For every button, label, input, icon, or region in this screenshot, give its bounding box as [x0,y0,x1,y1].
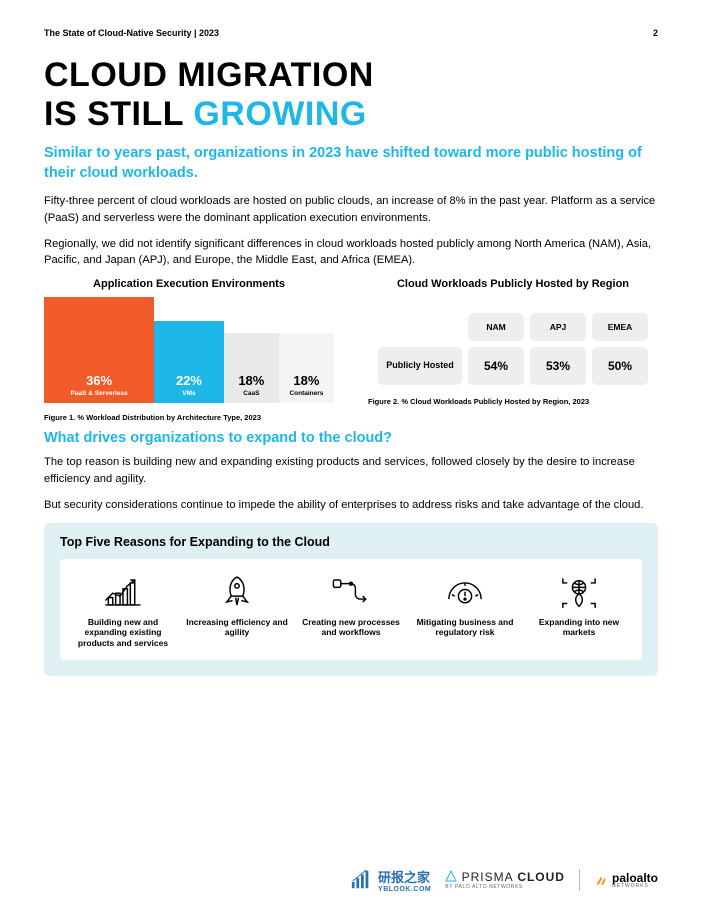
region-value-chip: 54% [468,347,524,385]
ybook-bars-icon [350,869,372,891]
section-2-heading: What drives organizations to expand to t… [44,430,658,446]
bar-label: PaaS & Serverless [71,390,128,397]
bar-pct: 22% [176,373,202,388]
paloalto-logo: paloalto NETWORKS [594,872,658,889]
reasons-panel: Top Five Reasons for Expanding to the Cl… [44,523,658,676]
bar-pct: 18% [238,373,264,388]
region-header-chip: NAM [468,313,524,341]
reason-item: Increasing efficiency and agility [180,569,294,648]
paragraph-3: The top reason is building new and expan… [44,454,658,486]
chart-1-bar: 22% VMs [154,321,224,404]
reason-icon [184,569,290,613]
title-line2a: IS STILL [44,95,193,133]
footer-divider [579,869,580,891]
bar-label: Containers [289,390,323,397]
bar-label: CaaS [243,390,259,397]
reasons-title: Top Five Reasons for Expanding to the Cl… [60,535,642,549]
reason-icon [298,569,404,613]
title-accent-word: GROWING [193,95,366,133]
chart-1-caption: Figure 1. % Workload Distribution by Arc… [44,413,334,422]
reasons-row: Building new and expanding existing prod… [60,559,642,660]
reason-label: Creating new processes and workflows [298,617,404,637]
chart-1-bar: 18% Containers [279,333,334,403]
bar-pct: 36% [86,373,112,388]
running-header: The State of Cloud-Native Security | 202… [44,28,658,38]
chart-1-bar: 18% CaaS [224,333,279,403]
header-left: The State of Cloud-Native Security | 202… [44,28,219,38]
prisma-text: PRISMA CLOUD [462,870,565,884]
region-value-chip: 50% [592,347,648,385]
reason-item: Creating new processes and workflows [294,569,408,648]
paragraph-2: Regionally, we did not identify signific… [44,236,658,268]
ybook-logo: 研报之家 YBLOOK.COM [350,867,431,893]
charts-row: Application Execution Environments 36% Pa… [44,278,658,422]
reason-label: Building new and expanding existing prod… [70,617,176,648]
prisma-subtext: BY PALO ALTO NETWORKS [445,885,523,890]
chart-1: Application Execution Environments 36% Pa… [44,278,334,422]
chart-1-bars: 36% PaaS & Serverless 22% VMs 18% CaaS 18% Cont… [44,297,334,403]
reason-icon [526,569,632,613]
reason-item: Expanding into new markets [522,569,636,648]
prisma-logo: PRISMA CLOUD BY PALO ALTO NETWORKS [445,870,565,890]
subheading: Similar to years past, organizations in … [44,144,658,183]
region-value-chip: 53% [530,347,586,385]
reason-label: Expanding into new markets [526,617,632,637]
paloalto-text: paloalto [612,872,658,884]
paragraph-4: But security considerations continue to … [44,497,658,513]
chart-2-caption: Figure 2. % Cloud Workloads Publicly Hos… [368,397,658,406]
bar-pct: 18% [293,373,319,388]
ybook-url: YBLOOK.COM [378,886,431,893]
prisma-prism-icon [445,870,457,882]
paloalto-subtext: NETWORKS [612,884,658,889]
page: The State of Cloud-Native Security | 202… [0,0,702,676]
chart-1-bar: 36% PaaS & Serverless [44,297,154,403]
reason-icon [412,569,518,613]
page-title: CLOUD MIGRATION IS STILL GROWING [44,56,658,134]
ybook-name: 研报之家 [378,870,430,885]
reason-item: Mitigating business and regulatory risk [408,569,522,648]
chart-2-title: Cloud Workloads Publicly Hosted by Regio… [368,278,658,291]
reason-label: Increasing efficiency and agility [184,617,290,637]
chart-2-grid: NAMAPJEMEA Publicly Hosted54%53%50% [368,313,658,385]
bar-label: VMs [182,390,195,397]
chart-1-title: Application Execution Environments [44,278,334,291]
title-line1: CLOUD MIGRATION [44,56,374,94]
region-header-chip: EMEA [592,313,648,341]
reason-item: Building new and expanding existing prod… [66,569,180,648]
paloalto-mark-icon [594,873,608,887]
footer: 研报之家 YBLOOK.COM PRISMA CLOUD BY PALO ALT… [0,867,702,893]
page-number: 2 [653,28,658,38]
reason-label: Mitigating business and regulatory risk [412,617,518,637]
reason-icon [70,569,176,613]
paragraph-1: Fifty-three percent of cloud workloads a… [44,193,658,225]
region-header-chip: APJ [530,313,586,341]
region-row-label: Publicly Hosted [378,347,462,385]
chart-2: Cloud Workloads Publicly Hosted by Regio… [368,278,658,422]
